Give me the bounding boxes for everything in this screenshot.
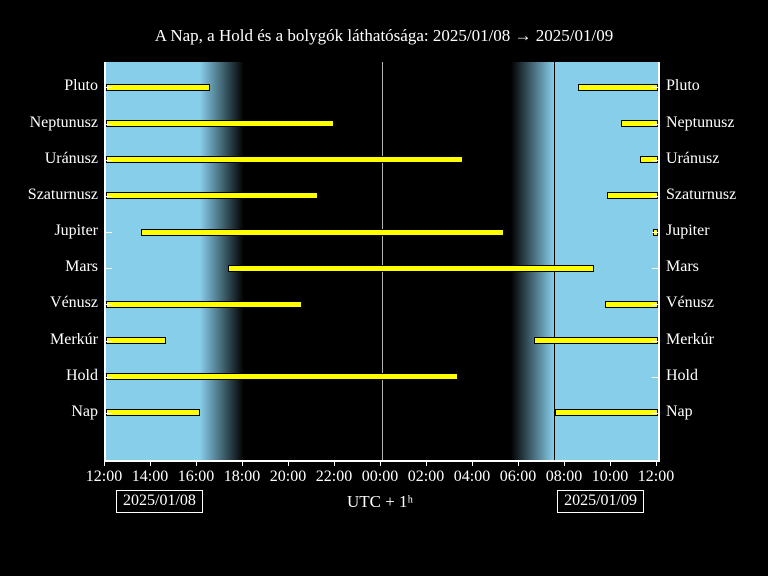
body-label-right: Mars	[666, 258, 699, 276]
visibility-bar	[578, 84, 659, 91]
ytick	[106, 341, 112, 342]
visibility-bar	[106, 409, 200, 416]
body-label-left: Pluto	[64, 77, 98, 95]
xtick-label: 04:00	[454, 468, 490, 486]
visibility-bar	[106, 120, 334, 127]
ytick	[652, 124, 658, 125]
visibility-bar	[555, 409, 659, 416]
visibility-chart	[104, 62, 660, 462]
ytick	[652, 304, 658, 305]
chart-title: A Nap, a Hold és a bolygók láthatósága: …	[0, 26, 768, 46]
body-label-left: Jupiter	[54, 222, 98, 240]
xtick-mark	[242, 460, 243, 466]
xtick-label: 18:00	[224, 468, 260, 486]
xtick-label: 08:00	[546, 468, 582, 486]
xtick-label: 20:00	[270, 468, 306, 486]
date-start-box: 2025/01/08	[116, 490, 203, 513]
ytick	[106, 87, 112, 88]
body-label-right: Szaturnusz	[666, 186, 736, 204]
visibility-bar	[106, 84, 210, 91]
visibility-bar	[106, 337, 166, 344]
body-label-left: Nap	[71, 403, 98, 421]
twilight-region	[511, 62, 555, 460]
visibility-bar	[106, 373, 458, 380]
xtick-mark	[104, 460, 105, 466]
xtick-label: 10:00	[592, 468, 628, 486]
ytick	[652, 413, 658, 414]
ytick	[106, 304, 112, 305]
xtick-mark	[518, 460, 519, 466]
visibility-bar	[228, 265, 594, 272]
body-label-right: Vénusz	[666, 294, 714, 312]
xtick-mark	[334, 460, 335, 466]
ytick	[652, 341, 658, 342]
xtick-label: 00:00	[362, 468, 398, 486]
ytick	[652, 87, 658, 88]
midnight-line	[382, 62, 383, 460]
ytick	[652, 196, 658, 197]
xtick-mark	[610, 460, 611, 466]
visibility-bar	[106, 192, 318, 199]
body-label-right: Nap	[666, 403, 693, 421]
body-label-left: Neptunusz	[30, 114, 98, 132]
xtick-mark	[196, 460, 197, 466]
ytick	[106, 160, 112, 161]
date-end-box: 2025/01/09	[557, 490, 644, 513]
body-label-right: Hold	[666, 367, 698, 385]
xtick-label: 06:00	[500, 468, 536, 486]
xtick-mark	[380, 460, 381, 466]
xtick-mark	[472, 460, 473, 466]
body-label-right: Merkúr	[666, 331, 714, 349]
body-label-left: Merkúr	[50, 331, 98, 349]
body-label-right: Uránusz	[666, 150, 719, 168]
visibility-bar	[106, 301, 302, 308]
xtick-mark	[288, 460, 289, 466]
visibility-bar	[607, 192, 658, 199]
visibility-bar	[605, 301, 658, 308]
body-label-right: Jupiter	[666, 222, 710, 240]
body-label-right: Neptunusz	[666, 114, 734, 132]
ytick	[652, 232, 658, 233]
ytick	[106, 377, 112, 378]
xtick-label: 16:00	[178, 468, 214, 486]
xtick-mark	[656, 460, 657, 466]
body-label-right: Pluto	[666, 77, 700, 95]
body-label-left: Vénusz	[50, 294, 98, 312]
ytick	[106, 196, 112, 197]
xtick-label: 22:00	[316, 468, 352, 486]
xtick-label: 12:00	[638, 468, 674, 486]
xtick-mark	[150, 460, 151, 466]
xtick-mark	[426, 460, 427, 466]
body-label-left: Mars	[65, 258, 98, 276]
body-label-left: Hold	[66, 367, 98, 385]
visibility-bar	[106, 156, 463, 163]
x-axis-label: UTC + 1ʰ	[347, 492, 413, 512]
ytick	[652, 268, 658, 269]
ytick	[106, 124, 112, 125]
xtick-label: 02:00	[408, 468, 444, 486]
ytick	[652, 377, 658, 378]
body-label-left: Uránusz	[45, 150, 98, 168]
ytick	[106, 232, 112, 233]
body-label-left: Szaturnusz	[28, 186, 98, 204]
xtick-label: 12:00	[86, 468, 122, 486]
visibility-bar	[534, 337, 658, 344]
visibility-bar	[141, 229, 504, 236]
ytick	[106, 268, 112, 269]
ytick	[106, 413, 112, 414]
xtick-label: 14:00	[132, 468, 168, 486]
xtick-mark	[564, 460, 565, 466]
ytick	[652, 160, 658, 161]
